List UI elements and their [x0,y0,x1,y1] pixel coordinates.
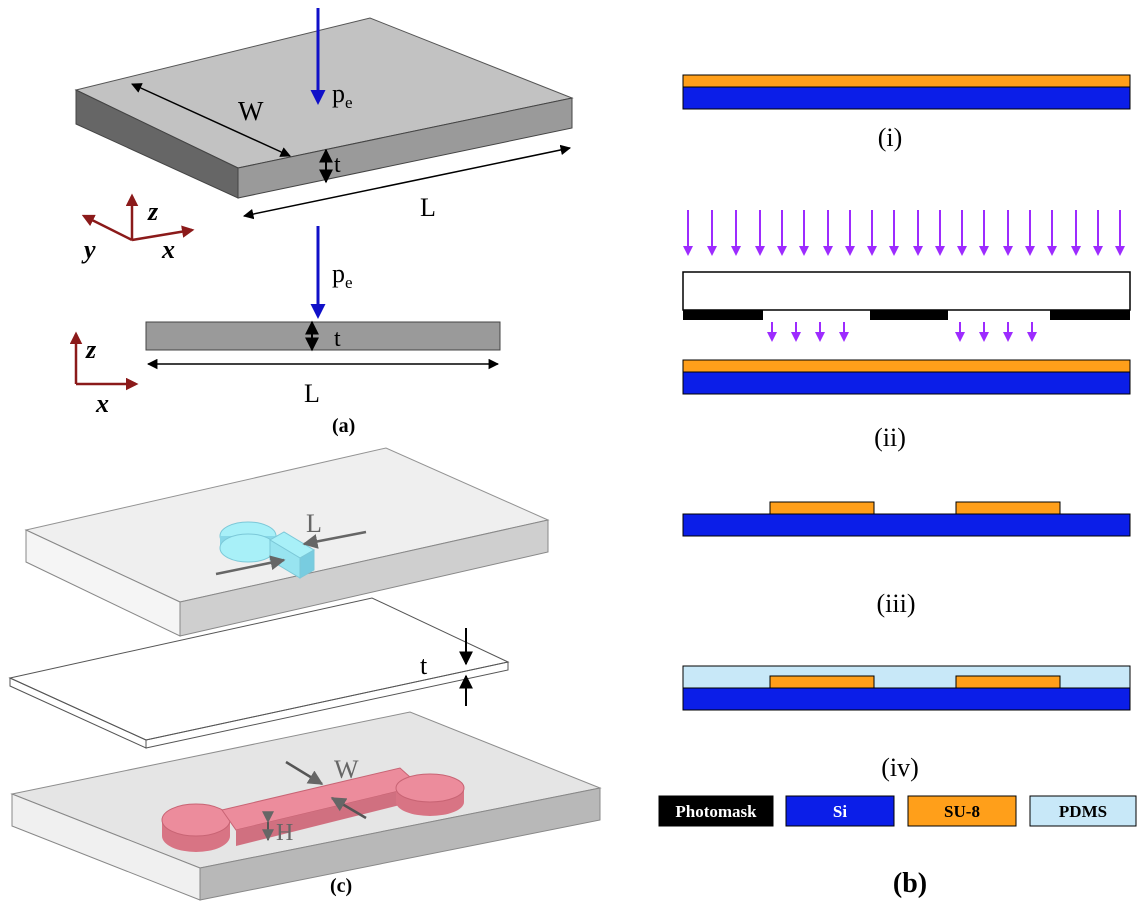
legend-pdms-label: PDMS [1059,802,1107,821]
thickness-label-bottom: t [334,326,341,352]
pressure-label-bottom: pe [332,259,353,292]
mask-plate [682,271,1131,311]
top-pdms-slab [24,447,550,637]
length-label-top: L [420,193,436,222]
panel-c: L t W H (c) [8,447,602,901]
width-arrow-c-top [285,760,324,786]
axis-label-z-bottom: z [85,335,97,364]
width-label-c: W [334,755,359,784]
width-arrow-c-bottom [330,796,367,820]
length-arrow-c-right [302,530,367,549]
legend-pdms: PDMS [1029,795,1137,827]
caption-c: (c) [330,875,352,897]
thin-membrane [8,597,510,749]
step-label-iv: (iv) [881,753,919,782]
legend-photomask-label: Photomask [675,802,757,821]
plate-3d [74,17,574,199]
width-dimension-arrow [131,83,291,157]
axes-3d [81,193,195,242]
axis-label-x-top: x [161,235,175,264]
caption-a: (a) [332,415,355,437]
step-label-i: (i) [878,123,903,152]
plate-side-view [145,321,501,351]
thickness-label-top: t [334,152,341,178]
thickness-label-c: t [420,651,428,680]
step-iv-stack [682,665,1131,711]
step-ii-stack [682,359,1131,395]
panel-b: (i) (ii) (iii) (iv) [658,74,1137,899]
axis-label-y-top: y [81,235,96,264]
length-arrow-c-left [215,555,286,576]
pressure-label-top: pe [332,79,353,112]
photomask-segments [683,310,1130,320]
legend-si: Si [785,795,895,827]
panel-a: pe W t L z y x pe t L z x (a) [69,8,574,437]
axis-label-x-bottom: x [95,389,109,418]
legend-su8-label: SU-8 [944,802,980,821]
caption-b: (b) [893,868,927,899]
legend-su8: SU-8 [907,795,1017,827]
step-label-ii: (ii) [874,423,906,452]
width-label-top: W [238,96,264,126]
step-iii-stack [682,501,1131,537]
step-i-stack [682,74,1131,110]
axis-label-z-top: z [147,197,159,226]
length-label-c: L [306,509,322,538]
uv-arrows-bottom [767,322,1037,342]
legend: Photomask Si SU-8 PDMS [658,795,1137,827]
step-label-iii: (iii) [877,589,916,618]
legend-photomask: Photomask [658,795,774,827]
legend-si-label: Si [833,802,847,821]
cyan-channel-part [219,521,315,579]
height-label-c: H [276,820,293,846]
uv-arrows-top [683,210,1125,256]
length-dimension-arrow-top [242,144,572,220]
length-label-bottom: L [304,379,320,408]
axes-2d [69,331,139,391]
